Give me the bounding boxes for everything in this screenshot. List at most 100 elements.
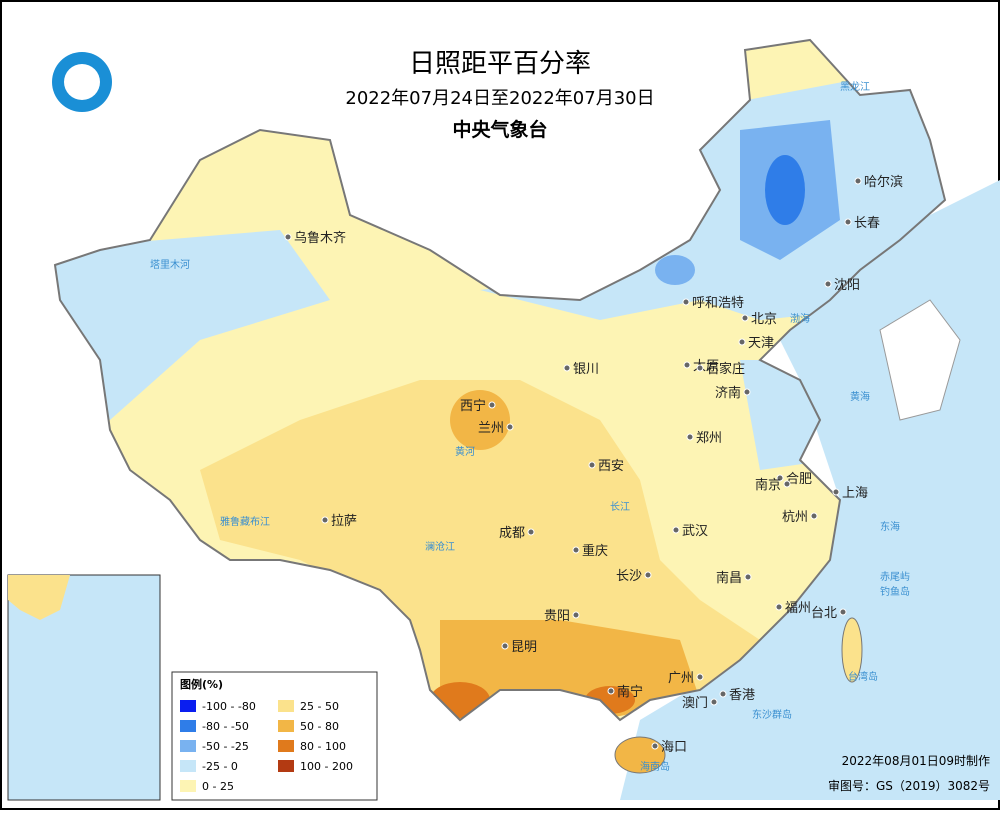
city-dot — [682, 298, 690, 306]
city-label: 海口 — [661, 740, 687, 755]
legend-label: 50 - 80 — [300, 720, 339, 733]
city-label: 昆明 — [511, 640, 537, 655]
city-dot — [284, 233, 292, 241]
city-dot — [810, 512, 818, 520]
city-label: 重庆 — [582, 543, 608, 559]
city-label: 拉萨 — [331, 514, 357, 529]
city-dot — [588, 461, 596, 469]
legend-label: -50 - -25 — [202, 740, 249, 753]
city-dot — [696, 673, 704, 681]
place-label: 澜沧江 — [425, 540, 455, 553]
place-label: 钓鱼岛 — [880, 585, 910, 598]
korea — [879, 299, 961, 421]
city-dot — [651, 742, 659, 750]
places: 渤海黄海东海南海钓鱼岛赤尾屿台湾岛东沙群岛海南岛南海诸岛塔里木河雅鲁藏布江黄河长… — [70, 80, 910, 793]
city-label: 济南 — [715, 385, 741, 401]
city-dot — [644, 571, 652, 579]
ne-dark — [765, 155, 805, 225]
city-dot — [776, 474, 784, 482]
city-label: 郑州 — [696, 431, 722, 446]
city-label: 天津 — [748, 336, 774, 351]
place-label: 黑龙江 — [840, 80, 870, 93]
city-dot — [321, 516, 329, 524]
city-label: 西安 — [598, 459, 624, 474]
city-label: 乌鲁木齐 — [294, 230, 346, 246]
city-label: 银川 — [573, 362, 599, 377]
city-label: 广州 — [668, 671, 694, 686]
place-label: 东沙群岛 — [752, 708, 792, 721]
taiwan — [841, 617, 863, 683]
city-dot — [854, 177, 862, 185]
city-dot — [572, 546, 580, 554]
city-label: 上海 — [842, 486, 868, 501]
city-label: 沈阳 — [834, 278, 860, 293]
city-dot — [775, 603, 783, 611]
legend: -100 - -80 -80 - -50 -50 - -25 -25 - 0 0 - 2… — [180, 700, 353, 793]
city-dot — [607, 687, 615, 695]
city-label: 香港 — [729, 688, 755, 703]
legend-swatch — [180, 700, 196, 712]
footer-made: 2022年08月01日09时制作 — [842, 754, 990, 768]
city-label: 石家庄 — [706, 361, 745, 377]
logo-inner — [64, 64, 100, 100]
city-dot — [743, 388, 751, 396]
legend-label: 100 - 200 — [300, 760, 353, 773]
legend-swatch — [180, 780, 196, 792]
city-label: 武汉 — [682, 524, 708, 539]
city-dot — [824, 280, 832, 288]
place-label: 东海 — [880, 520, 900, 533]
city-dot — [506, 423, 514, 431]
city-dot — [572, 611, 580, 619]
city-label: 合肥 — [786, 472, 812, 487]
legend-swatch — [180, 720, 196, 732]
agency: 中央气象台 — [452, 118, 547, 141]
legend-label: -25 - 0 — [202, 760, 238, 773]
city-dot — [783, 480, 791, 488]
city-dot — [672, 526, 680, 534]
footer-approval: 审图号：GS（2019）3082号 — [828, 778, 990, 793]
city-dot — [844, 218, 852, 226]
city-label: 贵阳 — [544, 609, 570, 624]
legend-swatch — [278, 700, 294, 712]
place-label: 塔里木河 — [150, 258, 190, 271]
legend-label: 25 - 50 — [300, 700, 339, 713]
legend-swatch — [278, 760, 294, 772]
city-dot — [501, 642, 509, 650]
city-label: 兰州 — [478, 421, 504, 436]
inset-land — [8, 575, 70, 620]
legend-swatch — [278, 740, 294, 752]
city-dot — [738, 338, 746, 346]
city-label: 南昌 — [716, 570, 742, 586]
city-label: 澳门 — [682, 695, 708, 711]
legend-label: -80 - -50 — [202, 720, 249, 733]
legend-label: 0 - 25 — [202, 780, 234, 793]
subtitle: 2022年07月24日至2022年07月30日 — [345, 88, 654, 109]
place-label: 渤海 — [790, 312, 810, 325]
city-dot — [683, 361, 691, 369]
city-dot — [741, 314, 749, 322]
city-dot — [832, 488, 840, 496]
city-label: 杭州 — [782, 510, 808, 525]
legend-label: -100 - -80 — [202, 700, 256, 713]
place-label: 台湾岛 — [848, 670, 878, 683]
city-label: 北京 — [751, 312, 777, 327]
city-dot — [710, 698, 718, 706]
city-label: 南宁 — [617, 684, 643, 700]
city-label: 西宁 — [460, 398, 486, 414]
place-label: 长江 — [610, 501, 630, 513]
city-label: 台北 — [811, 606, 837, 621]
city-label: 哈尔滨 — [864, 174, 903, 190]
city-label: 成都 — [499, 526, 525, 541]
place-label: 海南岛 — [640, 760, 670, 773]
city-dot — [839, 608, 847, 616]
title: 日照距平百分率 — [409, 49, 591, 79]
legend-swatch — [180, 760, 196, 772]
city-label: 呼和浩特 — [692, 296, 744, 311]
city-dot — [719, 690, 727, 698]
place-label: 黄海 — [850, 390, 870, 403]
city-label: 长春 — [854, 216, 880, 231]
legend-swatch — [180, 740, 196, 752]
city-dot — [488, 401, 496, 409]
